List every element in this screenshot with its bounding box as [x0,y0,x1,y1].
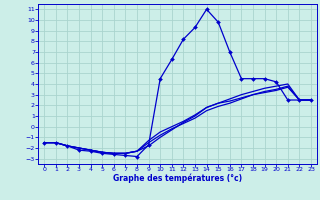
X-axis label: Graphe des températures (°c): Graphe des températures (°c) [113,174,242,183]
